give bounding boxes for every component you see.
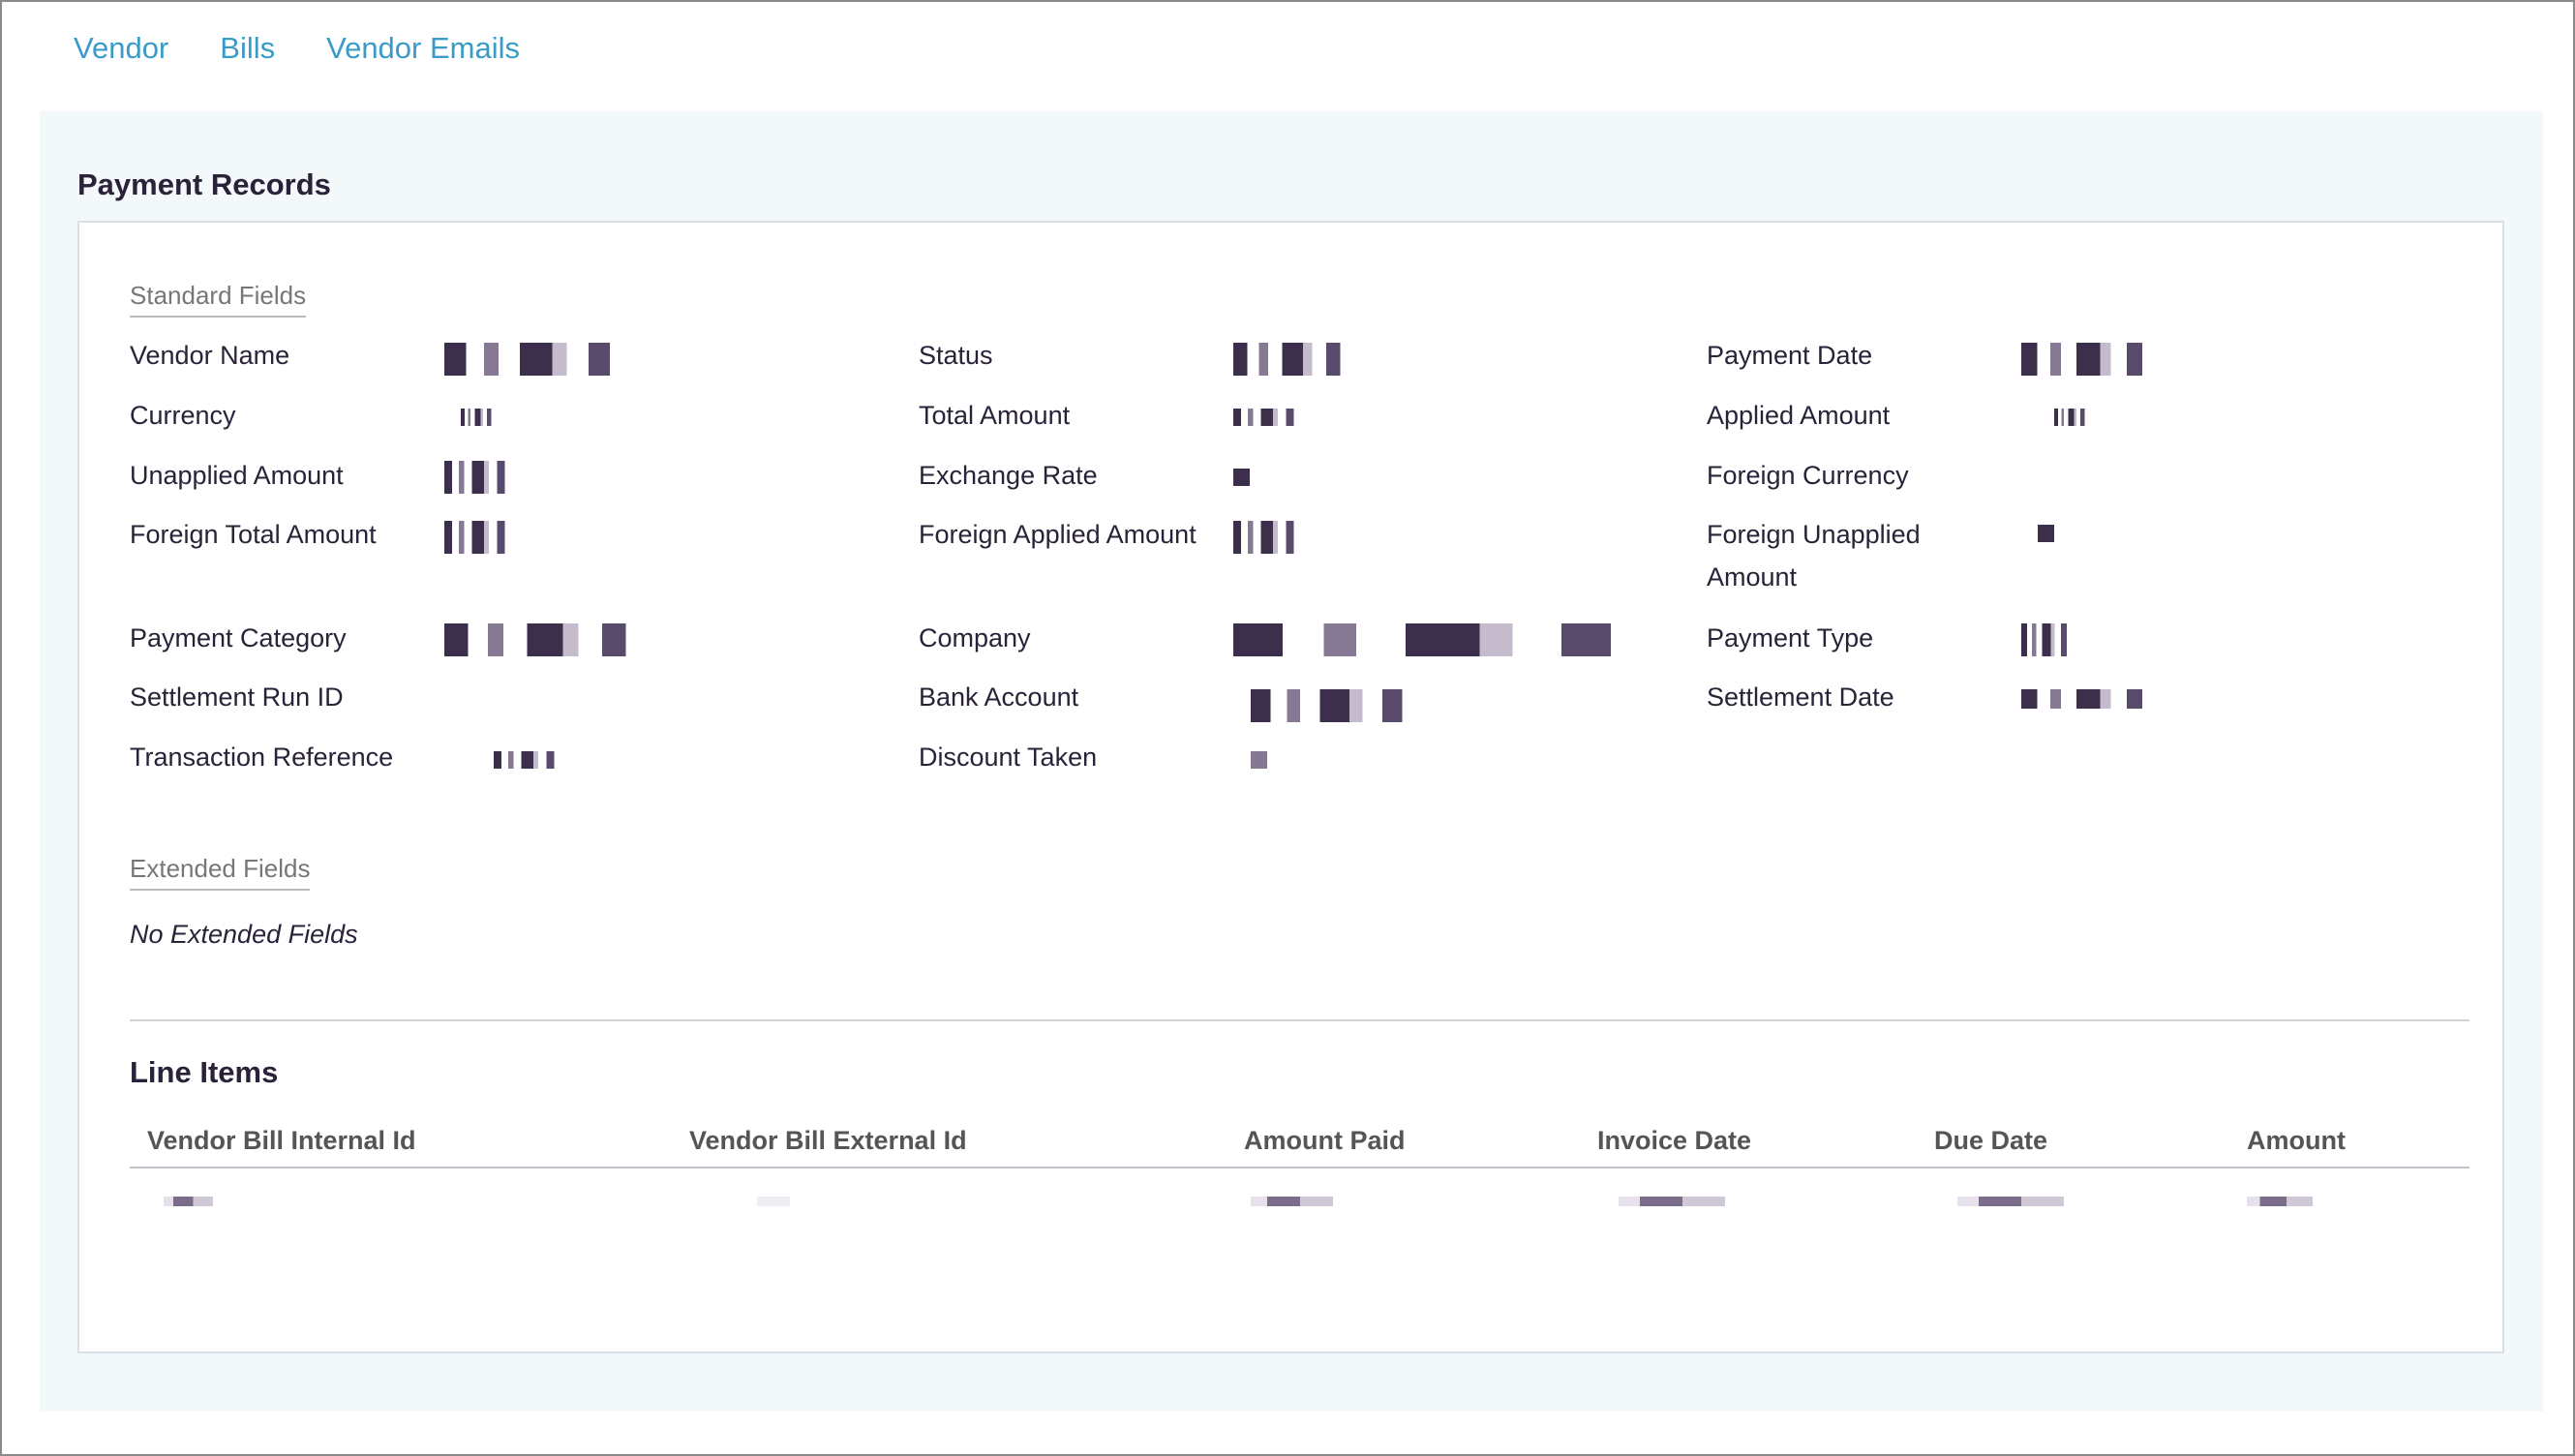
field-value-payment-date	[2021, 343, 2153, 376]
column-header-due-date[interactable]: Due Date	[1934, 1126, 2048, 1155]
field-label-applied-amount: Applied Amount	[1707, 401, 1891, 430]
field-value-foreign-unapplied-amount	[2038, 525, 2054, 542]
field-label-currency: Currency	[130, 401, 236, 430]
cell-amount-paid	[1251, 1197, 1333, 1206]
field-value-discount-taken	[1251, 751, 1267, 769]
cell-invoice-date	[1619, 1197, 1725, 1206]
field-label-payment-category: Payment Category	[130, 623, 347, 652]
field-label-foreign-unapplied-amount: Foreign Unapplied Amount	[1707, 520, 1921, 592]
field-value-payment-type	[2021, 623, 2071, 656]
column-header-invoice-date[interactable]: Invoice Date	[1597, 1126, 1752, 1155]
field-value-settlement-date	[2021, 689, 2153, 709]
standard-fields-label: Standard Fields	[130, 281, 307, 318]
cell-due-date	[1957, 1197, 2064, 1206]
field-value-company	[1233, 623, 1644, 656]
payment-record-card: Standard Fields Vendor Name Currency Una…	[77, 221, 2504, 1353]
field-label-payment-date: Payment Date	[1707, 341, 1873, 370]
field-label-discount-taken: Discount Taken	[919, 743, 1098, 772]
tab-bills[interactable]: Bills	[220, 31, 276, 65]
field-label-foreign-applied-amount: Foreign Applied Amount	[919, 520, 1197, 549]
line-items-title: Line Items	[130, 1055, 279, 1089]
field-value-transaction-reference	[494, 751, 560, 769]
field-value-applied-amount	[2054, 409, 2087, 426]
nav-tabs: Vendor Bills Vendor Emails	[74, 31, 520, 66]
extended-fields-label: Extended Fields	[130, 854, 311, 891]
tab-vendor-emails[interactable]: Vendor Emails	[326, 31, 520, 65]
no-extended-fields-text: No Extended Fields	[130, 920, 358, 949]
field-value-unapplied-amount	[444, 461, 510, 494]
field-label-unapplied-amount: Unapplied Amount	[130, 461, 344, 490]
column-header-vendor-bill-external-id[interactable]: Vendor Bill External Id	[689, 1126, 967, 1155]
field-value-foreign-applied-amount	[1233, 521, 1299, 554]
field-label-exchange-rate: Exchange Rate	[919, 461, 1098, 490]
field-value-foreign-total-amount	[444, 521, 510, 554]
field-label-status: Status	[919, 341, 993, 370]
field-label-foreign-total-amount: Foreign Total Amount	[130, 520, 377, 549]
field-value-status	[1233, 343, 1349, 376]
cell-amount	[2247, 1197, 2313, 1206]
field-value-exchange-rate	[1233, 469, 1250, 486]
cell-vendor-bill-external-id	[757, 1197, 790, 1206]
field-label-bank-account: Bank Account	[919, 682, 1079, 712]
panel-title: Payment Records	[77, 167, 331, 201]
field-value-total-amount	[1233, 409, 1299, 426]
field-label-payment-type: Payment Type	[1707, 623, 1874, 652]
field-label-company: Company	[919, 623, 1031, 652]
column-header-amount[interactable]: Amount	[2247, 1126, 2346, 1155]
field-value-bank-account	[1251, 689, 1415, 722]
field-value-vendor-name	[444, 343, 624, 376]
field-label-vendor-name: Vendor Name	[130, 341, 290, 370]
payment-records-panel: Payment Records Standard Fields Vendor N…	[40, 111, 2543, 1411]
field-label-total-amount: Total Amount	[919, 401, 1071, 430]
field-label-transaction-reference: Transaction Reference	[130, 743, 394, 772]
cell-vendor-bill-internal-id	[164, 1197, 213, 1206]
field-value-currency	[461, 409, 494, 426]
section-divider	[130, 1019, 2469, 1021]
field-label-settlement-run-id: Settlement Run ID	[130, 682, 344, 712]
field-label-settlement-date: Settlement Date	[1707, 682, 1894, 712]
column-header-amount-paid[interactable]: Amount Paid	[1244, 1126, 1406, 1155]
field-value-payment-category	[444, 623, 642, 656]
column-header-vendor-bill-internal-id[interactable]: Vendor Bill Internal Id	[147, 1126, 416, 1155]
table-header-divider	[130, 1167, 2469, 1168]
tab-vendor[interactable]: Vendor	[74, 31, 169, 65]
field-label-foreign-currency: Foreign Currency	[1707, 461, 1909, 490]
